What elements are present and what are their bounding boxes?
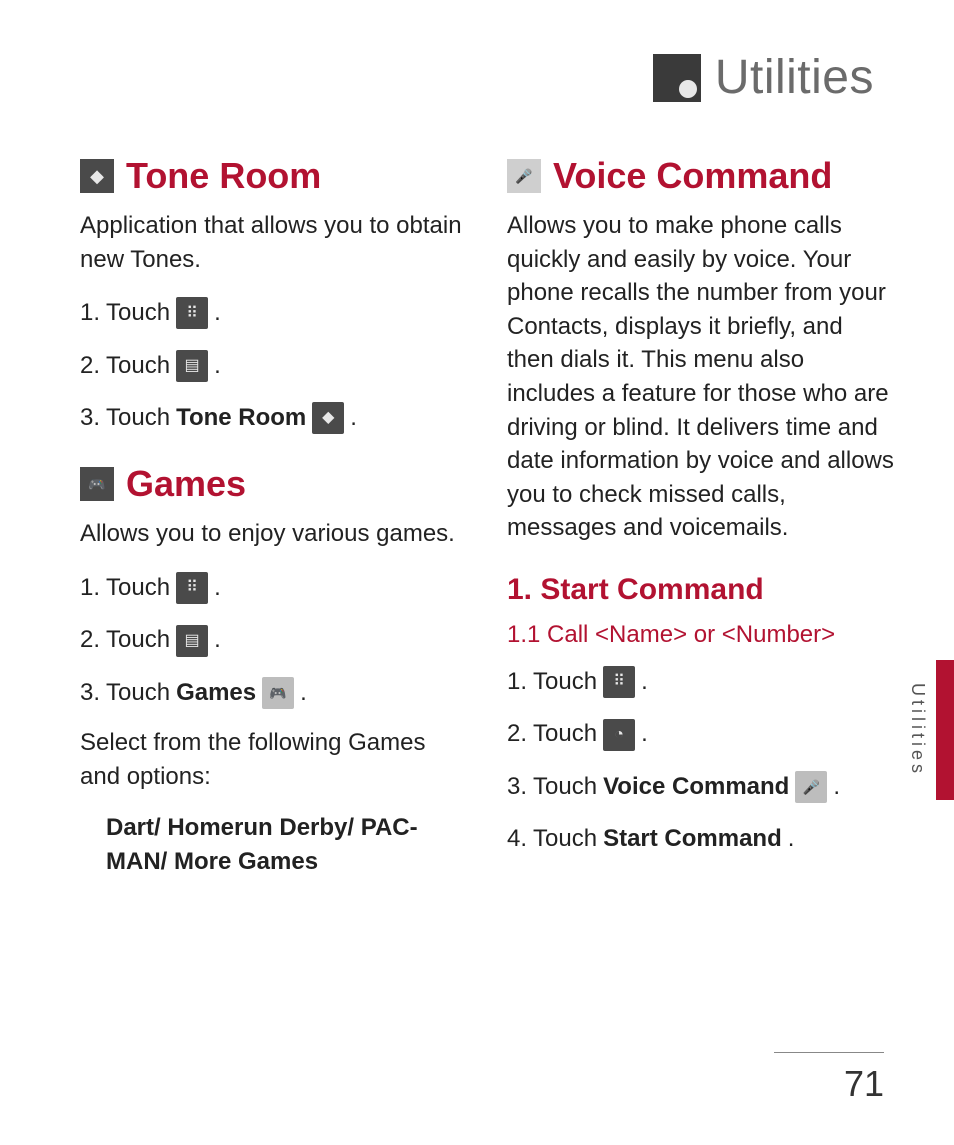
games-app-icon <box>262 677 294 709</box>
page-header: Utilities <box>80 50 894 105</box>
step-tail: . <box>641 715 648 753</box>
games-options-block: Dart/ Homerun Derby/ PAC-MAN/ More Games <box>80 811 467 878</box>
step-bold: Games <box>176 674 256 712</box>
voice-command-icon <box>507 159 541 193</box>
page-number-rule <box>774 1052 884 1053</box>
step-tail: . <box>833 768 840 806</box>
voice-command-heading: Voice Command <box>507 155 894 197</box>
step-text: Touch <box>106 294 170 332</box>
start-command-heading: 1. Start Command <box>507 573 894 607</box>
step-bold: Start Command <box>603 820 782 858</box>
start-step-3: 3. Touch Voice Command . <box>507 768 894 806</box>
step-num: 3. <box>80 674 100 712</box>
games-icon <box>80 467 114 501</box>
content-columns: Tone Room Application that allows you to… <box>80 155 894 897</box>
tone-room-app-icon <box>312 402 344 434</box>
step-text: Touch <box>106 569 170 607</box>
step-num: 4. <box>507 820 527 858</box>
tone-room-step-2: 2. Touch . <box>80 347 467 385</box>
menu-grid-icon <box>176 572 208 604</box>
side-tab-bar <box>936 660 954 800</box>
step-tail: . <box>214 569 221 607</box>
step-tail: . <box>350 399 357 437</box>
step-num: 1. <box>80 569 100 607</box>
utilities-icon <box>603 719 635 751</box>
step-tail: . <box>641 663 648 701</box>
step-text: Touch <box>533 663 597 701</box>
step-text: Touch <box>533 820 597 858</box>
step-num: 2. <box>507 715 527 753</box>
step-num: 2. <box>80 621 100 659</box>
step-text: Touch <box>106 674 170 712</box>
start-step-1: 1. Touch . <box>507 663 894 701</box>
menu-grid-icon <box>176 297 208 329</box>
media-film-icon <box>176 350 208 382</box>
chapter-side-tab: Utilities <box>907 660 954 800</box>
step-text: Touch <box>106 347 170 385</box>
step-tail: . <box>214 294 221 332</box>
games-options: Dart/ Homerun Derby/ PAC-MAN/ More Games <box>106 811 467 878</box>
tone-room-intro: Application that allows you to obtain ne… <box>80 209 467 276</box>
left-column: Tone Room Application that allows you to… <box>80 155 467 897</box>
step-tail: . <box>214 621 221 659</box>
games-step-3: 3. Touch Games . <box>80 674 467 712</box>
step-num: 1. <box>80 294 100 332</box>
tone-room-title: Tone Room <box>126 155 321 197</box>
page-number: 71 <box>774 1063 884 1105</box>
step-num: 3. <box>507 768 527 806</box>
media-film-icon <box>176 625 208 657</box>
step-text: Touch <box>533 768 597 806</box>
step-tail: . <box>300 674 307 712</box>
page-title: Utilities <box>715 50 874 105</box>
right-column: Voice Command Allows you to make phone c… <box>507 155 894 897</box>
tone-room-heading: Tone Room <box>80 155 467 197</box>
manual-page: Utilities Tone Room Application that all… <box>0 0 954 1145</box>
games-title: Games <box>126 463 246 505</box>
menu-grid-icon <box>603 666 635 698</box>
step-num: 2. <box>80 347 100 385</box>
step-tail: . <box>788 820 795 858</box>
games-step-2: 2. Touch . <box>80 621 467 659</box>
step-num: 3. <box>80 399 100 437</box>
tone-room-step-1: 1. Touch . <box>80 294 467 332</box>
step-bold: Tone Room <box>176 399 306 437</box>
tone-room-step-3: 3. Touch Tone Room . <box>80 399 467 437</box>
step-bold: Voice Command <box>603 768 789 806</box>
utilities-header-icon <box>653 54 701 102</box>
start-step-2: 2. Touch . <box>507 715 894 753</box>
start-command-sub: 1.1 Call <Name> or <Number> <box>507 621 894 649</box>
step-text: Touch <box>106 399 170 437</box>
step-num: 1. <box>507 663 527 701</box>
step-text: Touch <box>106 621 170 659</box>
voice-command-title: Voice Command <box>553 155 832 197</box>
games-step-1: 1. Touch . <box>80 569 467 607</box>
page-number-block: 71 <box>774 1052 884 1105</box>
tone-icon <box>80 159 114 193</box>
voice-command-app-icon <box>795 771 827 803</box>
voice-command-intro: Allows you to make phone calls quickly a… <box>507 209 894 545</box>
games-intro: Allows you to enjoy various games. <box>80 517 467 551</box>
step-text: Touch <box>533 715 597 753</box>
step-tail: . <box>214 347 221 385</box>
start-step-4: 4. Touch Start Command. <box>507 820 894 858</box>
games-after-text: Select from the following Games and opti… <box>80 726 467 793</box>
games-heading: Games <box>80 463 467 505</box>
side-tab-label: Utilities <box>907 683 928 777</box>
